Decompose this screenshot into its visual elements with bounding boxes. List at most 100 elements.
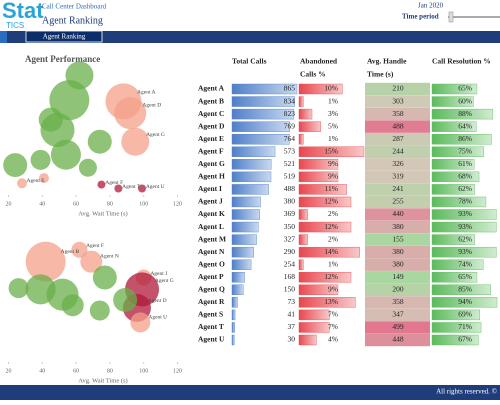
total-calls: 73	[288, 297, 296, 306]
abandoned-bar	[298, 234, 308, 245]
resolution: 65%	[458, 84, 472, 93]
total-calls: 30	[288, 335, 296, 344]
x-axis-label: Avg. Wait Time (s)	[78, 210, 127, 217]
abandoned: 14%	[324, 247, 338, 256]
tab[interactable]	[25, 30, 103, 43]
resolution-bar	[431, 171, 480, 183]
handle-cell	[365, 220, 430, 234]
resolution: 74%	[458, 259, 472, 268]
resolution-bar	[431, 209, 497, 220]
handle-cell	[365, 258, 430, 271]
bubble	[38, 173, 49, 184]
column-header: Call Resolution %	[432, 57, 491, 66]
abandoned: 15%	[324, 146, 338, 155]
bubble-label: Agent D	[142, 102, 161, 108]
total-calls: 369	[284, 209, 296, 218]
bubble-label: Agent G	[155, 278, 174, 284]
abandoned-bar	[298, 96, 304, 107]
handle-cell	[365, 133, 430, 146]
subtitle: Call Center Dashboard	[42, 3, 107, 11]
total-calls: 865	[284, 84, 296, 93]
handle-cell	[365, 82, 430, 96]
logo: Stat	[2, 0, 44, 23]
resolution-bar	[431, 284, 491, 295]
handle-cell	[365, 333, 430, 347]
resolution: 62%	[458, 184, 472, 193]
handle-cell	[365, 321, 430, 334]
abandoned: 1%	[328, 96, 338, 105]
agent-name: Agent D	[198, 121, 225, 130]
agent-name: Agent A	[198, 84, 225, 93]
x-tick-label: 80	[107, 201, 113, 207]
resolution-bar	[431, 322, 482, 333]
agent-name: Agent U	[198, 335, 225, 344]
abandoned: 5%	[328, 121, 338, 130]
bubble	[97, 180, 106, 189]
total-calls-bar	[231, 259, 252, 270]
agent-name: Agent O	[198, 259, 225, 268]
total-calls-bar	[231, 171, 272, 183]
bubble	[8, 278, 29, 299]
x-tick-label: 100	[139, 201, 148, 207]
abandoned-bar	[298, 297, 356, 308]
nav-left	[0, 31, 7, 43]
x-tick-label: 100	[139, 368, 148, 374]
abandoned-bar	[298, 184, 347, 195]
abandoned: 9%	[328, 285, 338, 294]
bubble	[87, 129, 112, 154]
x-tick-label: 20	[5, 201, 11, 207]
abandoned-bar	[298, 259, 304, 270]
total-calls: 488	[284, 184, 296, 193]
handle-cell	[365, 158, 430, 171]
bubble-label: Agent N	[100, 253, 119, 259]
handle-time: 488	[392, 121, 404, 130]
agent-name: Agent I	[198, 184, 222, 193]
bubble	[114, 184, 123, 193]
bubble-label: Agent J	[150, 271, 168, 277]
handle-time: 380	[392, 259, 404, 268]
total-calls-bar	[231, 83, 298, 95]
abandoned: 7%	[328, 310, 338, 319]
handle-cell	[365, 283, 430, 296]
nav-bar	[0, 31, 500, 43]
abandoned-bar	[298, 334, 317, 346]
agent-name: Agent N	[198, 247, 225, 256]
bubble	[50, 139, 81, 170]
bubble-label: Agent D	[148, 298, 167, 304]
bubble-label: Agent E	[26, 178, 45, 184]
resolution-bar	[431, 108, 494, 120]
x-tick-label: 60	[73, 368, 79, 374]
total-calls: 823	[284, 109, 296, 118]
abandoned-bar	[298, 108, 313, 120]
bubble	[49, 80, 90, 121]
total-calls-bar	[231, 322, 235, 333]
handle-cell	[365, 195, 430, 209]
slider-knob[interactable]	[448, 11, 454, 23]
resolution-bar	[431, 234, 476, 245]
agent-name: Agent Q	[198, 285, 225, 294]
agent-name: Agent H	[198, 172, 225, 181]
resolution: 85%	[458, 285, 472, 294]
total-calls: 327	[284, 234, 296, 243]
handle-cell	[365, 233, 430, 246]
bubble	[80, 250, 103, 273]
agent-name: Agent B	[198, 96, 224, 105]
resolution-bar	[431, 297, 498, 308]
abandoned: 11%	[325, 184, 338, 193]
handle-time: 326	[392, 159, 404, 168]
total-calls-bar	[231, 159, 272, 170]
bubble	[92, 265, 117, 290]
abandoned-bar	[298, 146, 365, 157]
resolution: 71%	[458, 322, 472, 331]
abandoned-bar	[298, 322, 330, 333]
bubble	[61, 294, 84, 317]
total-calls-bar	[231, 196, 261, 208]
x-tick-label: 20	[5, 368, 11, 374]
resolution: 67%	[458, 335, 472, 344]
total-calls-bar	[231, 221, 259, 233]
resolution-bar	[431, 146, 485, 157]
handle-time: 200	[392, 285, 404, 294]
handle-cell	[365, 245, 430, 259]
abandoned-bar	[298, 221, 352, 233]
